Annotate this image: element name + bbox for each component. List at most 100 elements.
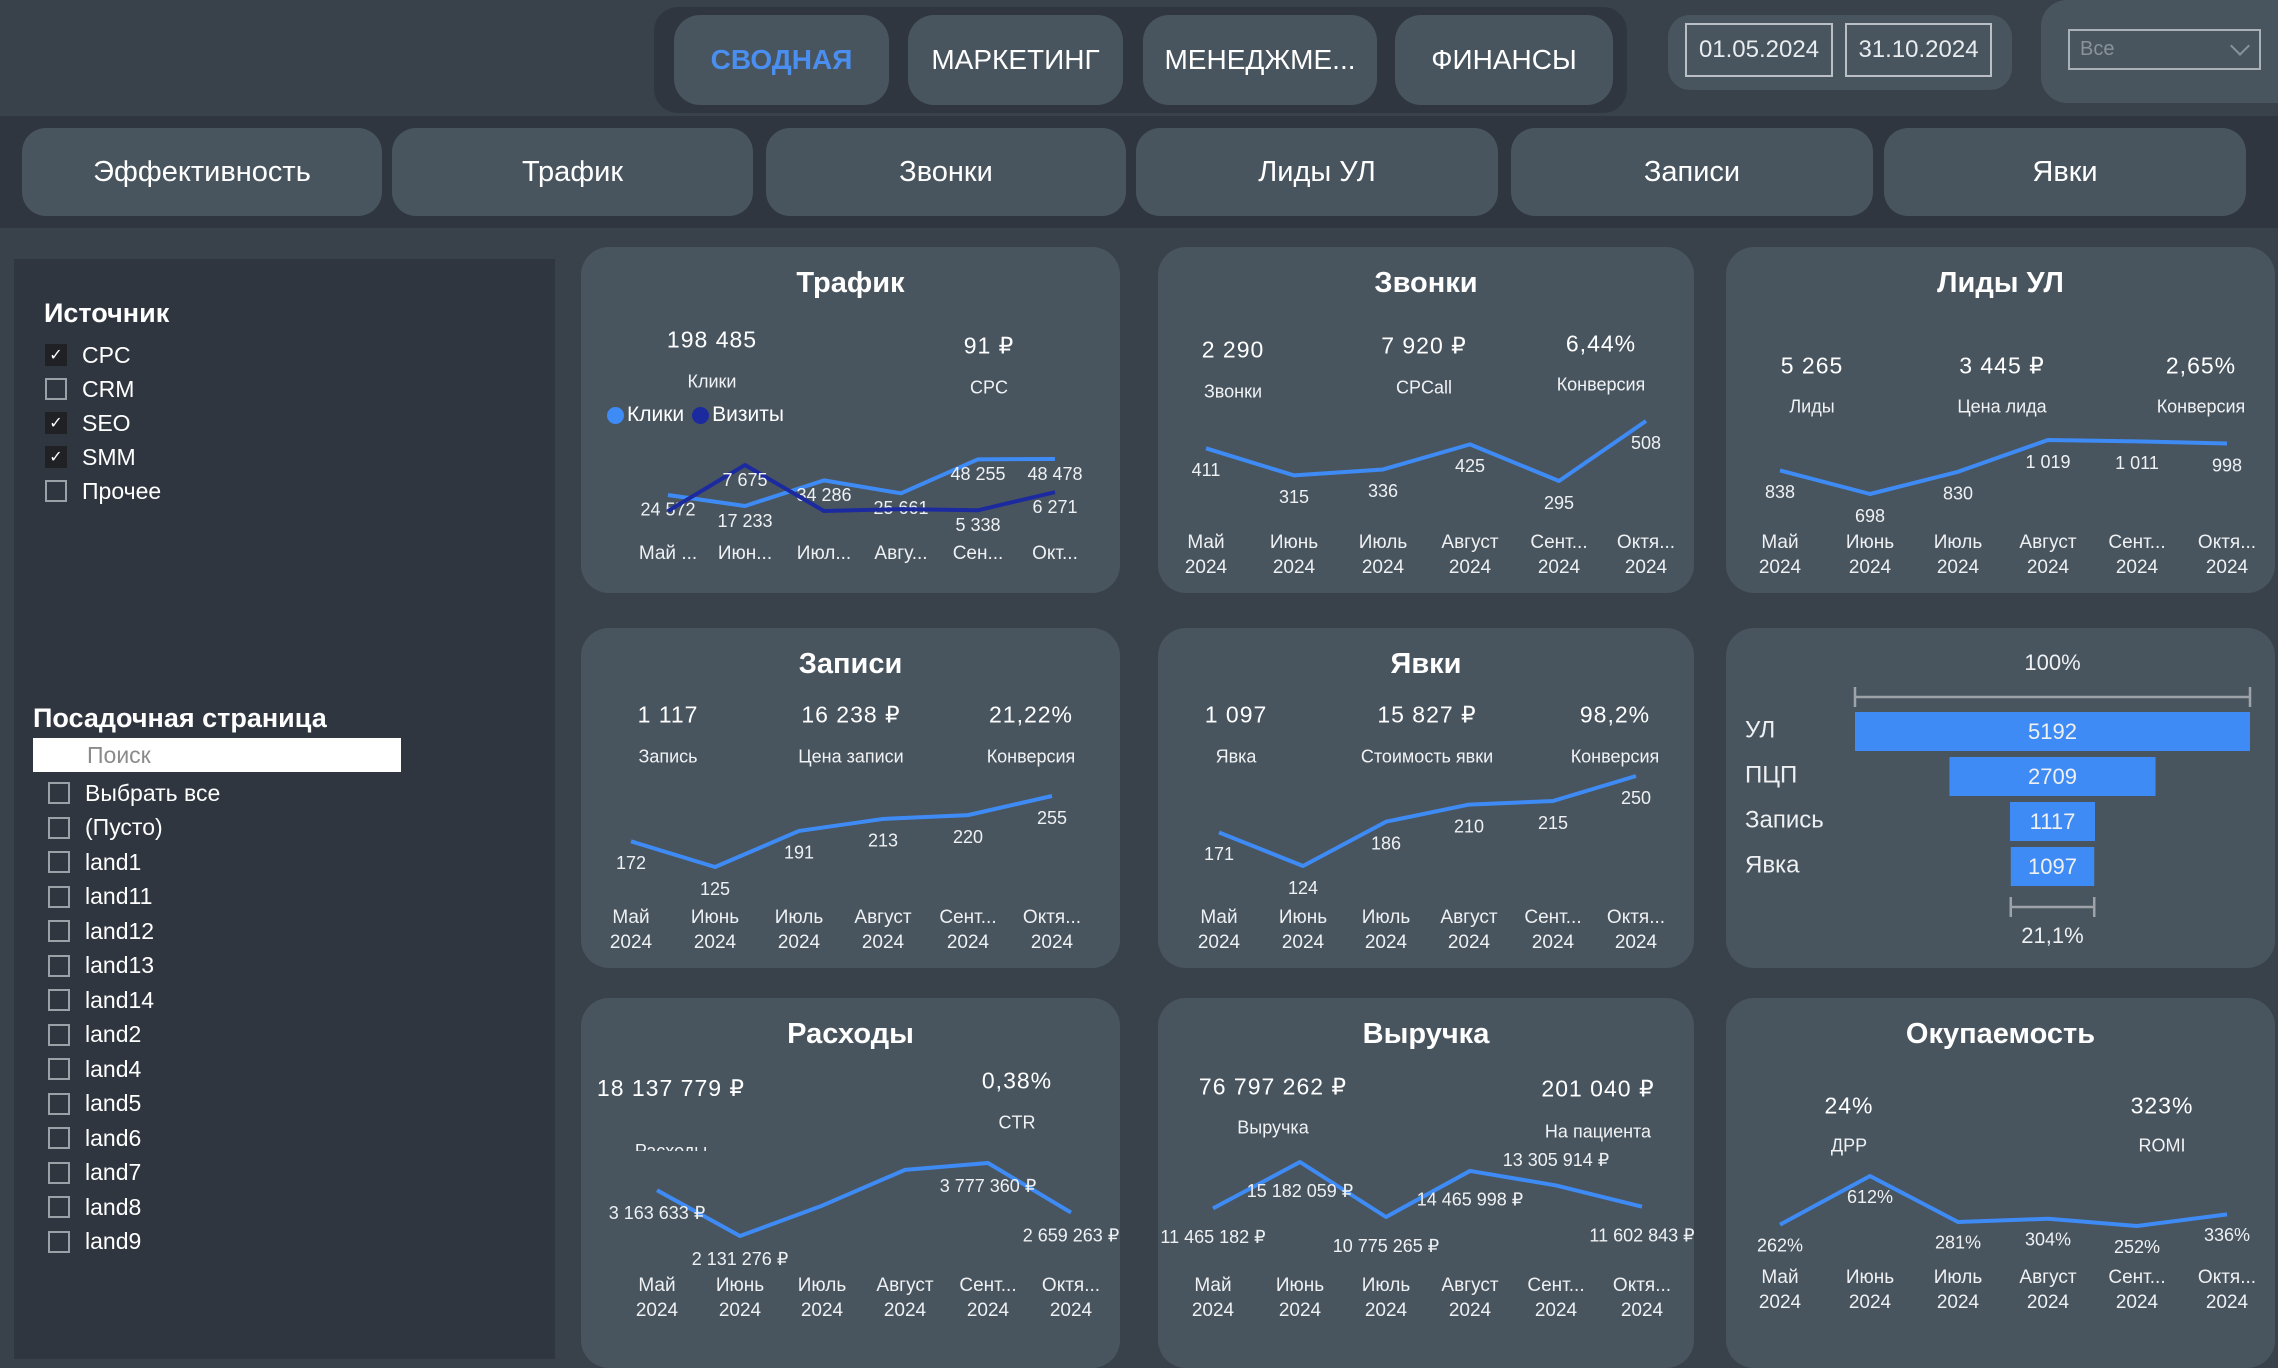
checkbox-icon[interactable] xyxy=(48,1058,70,1081)
kpi-value: 2 290 xyxy=(1201,336,1265,363)
landing-option[interactable]: Выбрать все xyxy=(48,776,220,811)
series-line xyxy=(666,463,1056,513)
kpi-label: Запись xyxy=(638,746,698,767)
funnel-category-label: УЛ xyxy=(1745,716,1775,743)
source-option[interactable]: ✓ SMM xyxy=(45,440,161,474)
landing-option-label: (Пусто) xyxy=(85,814,163,841)
nav-tab-summary[interactable]: СВОДНАЯ xyxy=(674,15,889,105)
source-option[interactable]: ✓ CPC xyxy=(45,338,161,372)
funnel-bar xyxy=(2010,847,2095,886)
data-label: 1 019 xyxy=(2025,452,2070,472)
x-tick-label: 2024 xyxy=(1937,1292,1980,1313)
x-tick-label: Июнь xyxy=(716,1275,764,1296)
nav-tab-management[interactable]: МЕНЕДЖМЕ... xyxy=(1143,15,1377,105)
landing-search-input[interactable]: Поиск xyxy=(33,738,401,772)
checkbox-icon[interactable] xyxy=(45,378,67,400)
x-tick-label: Июль xyxy=(1362,1275,1411,1296)
card-title: Звонки xyxy=(1374,267,1478,299)
landing-option[interactable]: land6 xyxy=(48,1121,220,1156)
x-tick-label: Май ... xyxy=(639,543,697,564)
data-label: 304% xyxy=(2025,1230,2071,1250)
checkbox-icon[interactable] xyxy=(48,851,70,874)
checkbox-icon[interactable] xyxy=(45,480,67,502)
landing-option[interactable]: land12 xyxy=(48,914,220,949)
data-label: 425 xyxy=(1455,456,1485,476)
checkbox-icon[interactable] xyxy=(48,1230,70,1253)
x-tick-label: Май xyxy=(638,1275,675,1296)
x-tick-label: 2024 xyxy=(610,932,653,953)
data-label: 10 775 265 ₽ xyxy=(1333,1236,1440,1256)
checkbox-icon[interactable] xyxy=(48,1127,70,1150)
landing-option[interactable]: land11 xyxy=(48,880,220,915)
checkbox-icon[interactable] xyxy=(48,885,70,908)
subtab-calls[interactable]: Звонки xyxy=(766,128,1126,216)
data-label: 411 xyxy=(1192,460,1221,480)
landing-option[interactable]: land1 xyxy=(48,845,220,880)
landing-option[interactable]: land8 xyxy=(48,1190,220,1225)
checkbox-icon[interactable] xyxy=(48,1023,70,1046)
x-tick-label: Июнь xyxy=(1846,1267,1894,1288)
landing-option[interactable]: land9 xyxy=(48,1225,220,1260)
checkbox-checked-icon[interactable]: ✓ xyxy=(45,344,67,366)
source-option[interactable]: CRM xyxy=(45,372,161,406)
landing-option[interactable]: land2 xyxy=(48,1018,220,1053)
landing-option-label: land1 xyxy=(85,848,142,875)
checkbox-icon[interactable] xyxy=(48,816,70,839)
checkbox-icon[interactable] xyxy=(48,1196,70,1219)
kpi-label: CTR xyxy=(998,1112,1036,1133)
nav-tab-finance[interactable]: ФИНАНСЫ xyxy=(1395,15,1613,105)
landing-option[interactable]: (Пусто) xyxy=(48,811,220,846)
landing-option-label: land7 xyxy=(85,1159,142,1186)
landing-option[interactable]: land13 xyxy=(48,949,220,984)
landing-option-label: land11 xyxy=(85,883,153,910)
legend-dot-icon xyxy=(607,406,624,424)
subtab-leads[interactable]: Лиды УЛ xyxy=(1136,128,1498,216)
x-tick-label: Сент... xyxy=(959,1275,1016,1296)
series-line xyxy=(667,457,1056,508)
x-tick-label: Окт... xyxy=(1032,543,1078,564)
landing-option[interactable]: land7 xyxy=(48,1156,220,1191)
funnel-top-label: 100% xyxy=(2024,650,2080,675)
checkbox-icon[interactable] xyxy=(48,782,70,805)
checkbox-icon[interactable] xyxy=(48,920,70,943)
landing-option[interactable]: land5 xyxy=(48,1087,220,1122)
x-tick-label: Октя... xyxy=(1613,1275,1671,1296)
legend-label: Клики xyxy=(627,403,685,426)
filter-dropdown[interactable]: Все xyxy=(2068,29,2261,70)
landing-option-label: land5 xyxy=(85,1090,142,1117)
landing-option[interactable]: land14 xyxy=(48,983,220,1018)
x-tick-label: Июль xyxy=(775,907,824,928)
checkbox-icon[interactable] xyxy=(48,1092,70,1115)
source-option[interactable]: ✓ SEO xyxy=(45,406,161,440)
date-end-input[interactable]: 31.10.2024 xyxy=(1845,23,1992,77)
funnel-category-label: ПЦП xyxy=(1745,761,1797,788)
landing-option[interactable]: land4 xyxy=(48,1052,220,1087)
kpi-label: Конверсия xyxy=(1556,374,1646,395)
data-label: 2 131 276 ₽ xyxy=(692,1249,789,1269)
subtab-efficiency[interactable]: Эффективность xyxy=(22,128,382,216)
nav-tab-marketing[interactable]: МАРКЕТИНГ xyxy=(908,15,1123,105)
checkbox-checked-icon[interactable]: ✓ xyxy=(45,412,67,434)
subtab-traffic[interactable]: Трафик xyxy=(392,128,753,216)
subtab-records[interactable]: Записи xyxy=(1511,128,1873,216)
x-tick-label: 2024 xyxy=(2116,1292,2159,1313)
x-tick-label: 2024 xyxy=(1625,557,1668,578)
checkbox-checked-icon[interactable]: ✓ xyxy=(45,446,67,468)
data-label: 11 602 843 ₽ xyxy=(1589,1225,1694,1245)
x-tick-label: 2024 xyxy=(1198,932,1241,953)
source-option[interactable]: Прочее xyxy=(45,474,161,508)
kpi-value: 7 920 ₽ xyxy=(1381,332,1467,359)
checkbox-icon[interactable] xyxy=(48,1161,70,1184)
data-label: 612% xyxy=(1847,1187,1893,1207)
subtab-visits[interactable]: Явки xyxy=(1884,128,2246,216)
expenses-card: Расходы 18 137 779 ₽ Расходы 0,38% CTR 3 163… xyxy=(581,998,1120,1368)
checkbox-icon[interactable] xyxy=(48,989,70,1012)
date-start-input[interactable]: 01.05.2024 xyxy=(1685,23,1833,77)
x-tick-label: 2024 xyxy=(2116,557,2159,578)
data-label: 315 xyxy=(1279,487,1309,507)
checkbox-icon[interactable] xyxy=(48,954,70,977)
data-label: 215 xyxy=(1538,813,1568,833)
funnel-bottom-bracket xyxy=(2009,897,2096,917)
funnel-bottom-label: 21,1% xyxy=(2021,923,2083,948)
x-tick-label: Май xyxy=(612,907,649,928)
